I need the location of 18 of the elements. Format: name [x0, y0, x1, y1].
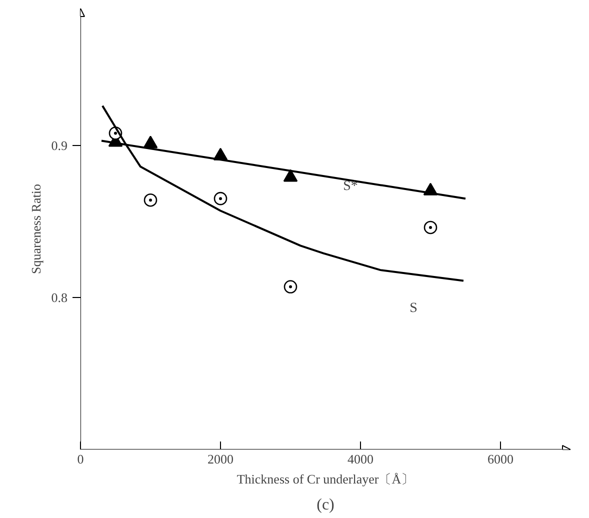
- x-tick-label: 2000: [208, 452, 234, 466]
- y-tick-label: 0.9: [51, 138, 68, 153]
- x-tick-label: 6000: [488, 452, 514, 466]
- line-series: [101, 104, 464, 282]
- x-tick-label: 4000: [348, 452, 374, 466]
- point: [283, 169, 298, 182]
- y-axis-title: Squareness Ratio: [28, 184, 44, 274]
- y-tick-label: 0.8: [51, 290, 68, 305]
- point: [144, 193, 158, 207]
- series-label: S*: [343, 179, 358, 194]
- point: [214, 192, 228, 206]
- text: (c): [316, 496, 334, 514]
- point: [284, 280, 298, 294]
- x-tick-label: 0: [77, 452, 84, 466]
- series-label: S: [410, 301, 418, 316]
- point: [143, 136, 158, 148]
- point: [424, 220, 438, 234]
- x-axis-title: Thickness of Cr underlayer〔Å〕: [236, 472, 414, 486]
